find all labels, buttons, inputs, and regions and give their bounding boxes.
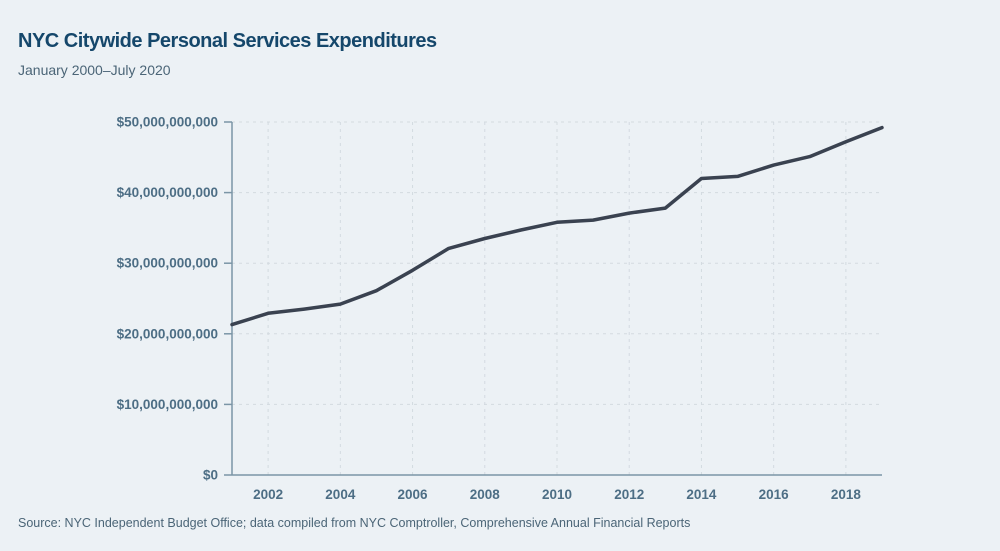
x-tick-label: 2012	[614, 487, 644, 502]
x-tick-label: 2008	[470, 487, 501, 502]
x-tick-label: 2004	[325, 487, 356, 502]
y-tick-label: $40,000,000,000	[117, 185, 218, 200]
x-tick-label: 2002	[253, 487, 283, 502]
x-tick-label: 2014	[686, 487, 717, 502]
chart-title: NYC Citywide Personal Services Expenditu…	[18, 30, 437, 52]
x-tick-label: 2016	[759, 487, 790, 502]
y-tick-label: $10,000,000,000	[117, 397, 218, 412]
data-line-personal-services	[230, 125, 884, 327]
x-tick-label: 2006	[398, 487, 429, 502]
y-tick-label: $0	[203, 468, 218, 483]
x-tick-label: 2018	[831, 487, 862, 502]
chart-subtitle: January 2000–July 2020	[18, 62, 171, 78]
y-tick-label: $20,000,000,000	[117, 326, 218, 341]
x-tick-label: 2010	[542, 487, 572, 502]
y-tick-label: $50,000,000,000	[117, 115, 218, 130]
source-note: Source: NYC Independent Budget Office; d…	[18, 516, 691, 530]
y-tick-label: $30,000,000,000	[117, 256, 218, 271]
